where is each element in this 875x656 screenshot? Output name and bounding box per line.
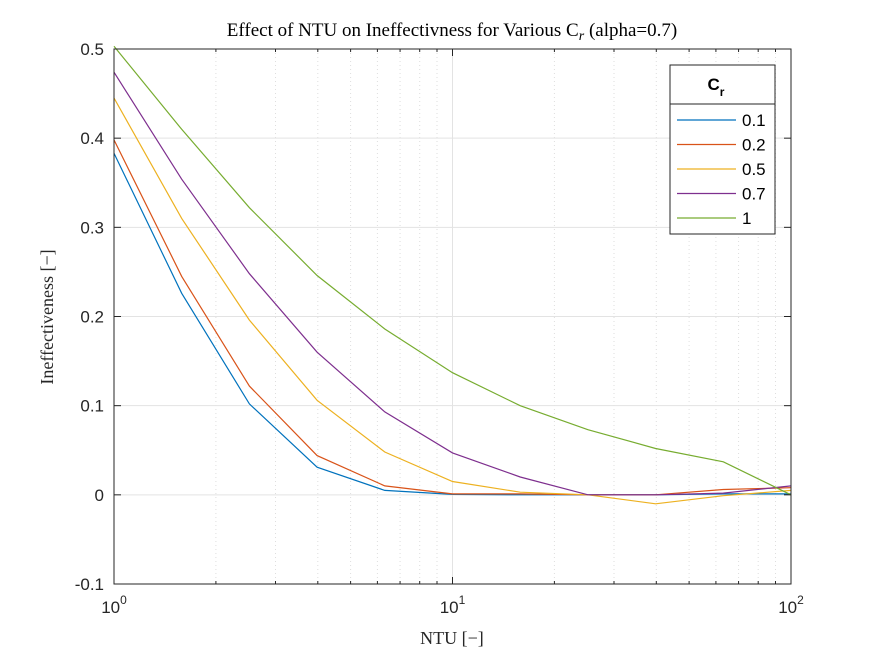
legend-label-1: 0.1 — [742, 111, 766, 130]
x-tick-label: 101 — [440, 593, 466, 617]
y-tick-label: 0.5 — [80, 40, 104, 59]
x-tick-label: 102 — [778, 593, 804, 617]
legend-label-5: 1 — [742, 209, 751, 228]
series-line-2 — [113, 139, 792, 496]
x-axis-label: NTU [−] — [420, 628, 484, 648]
legend-label-3: 0.5 — [742, 160, 766, 179]
y-axis-label: Ineffectiveness [−] — [37, 249, 57, 384]
y-tick-label: 0.3 — [80, 218, 104, 237]
y-tick-label: 0 — [95, 486, 104, 505]
series-line-3 — [113, 97, 792, 505]
legend-label-4: 0.7 — [742, 185, 766, 204]
chart-title-subscript: r — [579, 29, 585, 44]
y-tick-label: 0.4 — [80, 129, 104, 148]
legend: Cr 0.1 0.2 0.5 0.7 1 — [669, 64, 776, 235]
y-tick-label: 0.2 — [80, 308, 104, 327]
x-tick-label: 100 — [101, 593, 127, 617]
chart-title-tail: (alpha=0.7) — [584, 20, 677, 41]
legend-title: Cr — [708, 75, 725, 99]
legend-label-2: 0.2 — [742, 136, 766, 155]
series-lines — [113, 45, 792, 505]
series-line-4 — [113, 71, 792, 496]
y-tick-label: 0.1 — [80, 397, 104, 416]
chart-title: Effect of NTU on Ineffectivness for Vari… — [227, 20, 677, 44]
legend-entries: 0.1 0.2 0.5 0.7 1 — [677, 111, 766, 228]
series-line-5 — [113, 45, 792, 496]
axis-ticks: 100 101 102 -0.1 0 0.1 0.2 0.3 0.4 0.5 — [75, 40, 804, 617]
legend-title-subscript: r — [720, 85, 725, 99]
y-tick-label: -0.1 — [75, 575, 104, 594]
legend-box — [669, 64, 776, 235]
